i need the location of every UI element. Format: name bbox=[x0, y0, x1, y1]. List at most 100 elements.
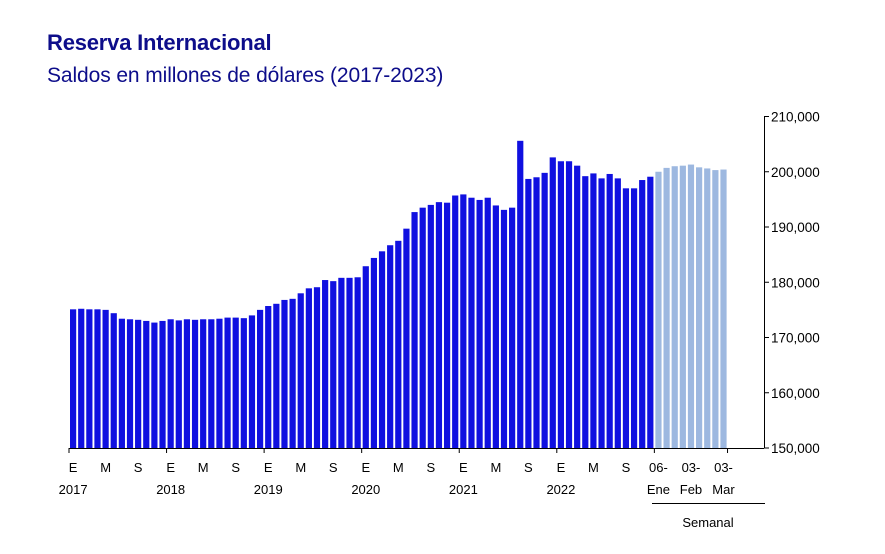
bar-monthly bbox=[289, 298, 296, 448]
bar-monthly bbox=[403, 228, 410, 448]
bar-monthly bbox=[582, 176, 589, 449]
bar-monthly bbox=[305, 288, 312, 448]
y-tick-label: 210,000 bbox=[771, 110, 820, 125]
weekly-day-label: 06- bbox=[649, 460, 668, 475]
x-year-label: 2019 bbox=[254, 482, 283, 497]
weekly-day-label: 03- bbox=[682, 460, 701, 475]
bar-monthly bbox=[500, 209, 508, 448]
x-tick-label: M bbox=[295, 460, 306, 475]
bar-monthly bbox=[468, 197, 475, 448]
bar-monthly bbox=[200, 319, 207, 448]
bar-monthly bbox=[435, 202, 443, 448]
bar-monthly bbox=[370, 257, 378, 448]
chart-title: Reserva Internacional bbox=[47, 30, 272, 55]
bar-monthly bbox=[598, 178, 605, 448]
x-tick-label: S bbox=[231, 460, 240, 475]
y-tick-label: 190,000 bbox=[771, 220, 820, 235]
bar-monthly bbox=[492, 205, 499, 448]
bar-monthly bbox=[525, 178, 532, 448]
bar-monthly bbox=[639, 180, 646, 448]
bar-monthly bbox=[484, 197, 491, 448]
x-year-label: 2018 bbox=[156, 482, 185, 497]
bar-weekly bbox=[704, 168, 711, 448]
bar-monthly bbox=[622, 188, 630, 448]
x-tick-label: M bbox=[588, 460, 599, 475]
x-tick-label: M bbox=[393, 460, 404, 475]
bar-monthly bbox=[70, 309, 77, 448]
bar-monthly bbox=[273, 303, 280, 448]
weekly-month-label: Mar bbox=[712, 482, 735, 497]
bar-monthly bbox=[338, 277, 345, 448]
bar-monthly bbox=[330, 281, 337, 448]
x-tick-label: M bbox=[198, 460, 209, 475]
y-tick-label: 180,000 bbox=[771, 275, 820, 290]
bar-monthly bbox=[354, 277, 361, 448]
y-tick-label: 170,000 bbox=[771, 331, 820, 346]
bar-monthly bbox=[565, 161, 573, 448]
x-tick-label: M bbox=[490, 460, 501, 475]
bar-monthly bbox=[126, 319, 134, 448]
bar-monthly bbox=[362, 266, 369, 448]
x-tick-label: E bbox=[166, 460, 175, 475]
bar-monthly bbox=[102, 309, 109, 448]
x-year-label: 2017 bbox=[59, 482, 88, 497]
bar-monthly bbox=[427, 204, 434, 448]
bar-monthly bbox=[346, 277, 353, 448]
bar-monthly bbox=[216, 318, 223, 448]
bar-monthly bbox=[557, 161, 564, 448]
x-year-label: 2020 bbox=[351, 482, 380, 497]
bar-monthly bbox=[419, 207, 426, 448]
bar-monthly bbox=[256, 309, 264, 448]
chart-subtitle: Saldos en millones de dólares (2017-2023… bbox=[47, 64, 444, 87]
axes-group bbox=[68, 116, 769, 504]
x-tick-label: E bbox=[69, 460, 78, 475]
y-tick-label: 200,000 bbox=[771, 165, 820, 180]
bar-monthly bbox=[614, 178, 621, 448]
bar-weekly bbox=[696, 167, 703, 448]
bar-monthly bbox=[240, 318, 247, 448]
bar-weekly bbox=[655, 171, 662, 448]
bar-monthly bbox=[322, 280, 329, 448]
bar-monthly bbox=[167, 319, 174, 448]
weekly-month-label: Feb bbox=[680, 482, 702, 497]
bar-monthly bbox=[452, 195, 459, 448]
bar-monthly bbox=[517, 140, 524, 448]
weekly-month-label: Ene bbox=[647, 482, 670, 497]
bar-monthly bbox=[135, 319, 142, 448]
bar-monthly bbox=[86, 309, 93, 448]
bar-monthly bbox=[606, 173, 613, 448]
bar-monthly bbox=[541, 172, 548, 449]
bar-monthly bbox=[509, 207, 516, 448]
bar-monthly bbox=[94, 309, 101, 448]
x-tick-label: E bbox=[557, 460, 566, 475]
bars-group bbox=[70, 140, 727, 449]
bar-monthly bbox=[175, 320, 182, 448]
bar-monthly bbox=[647, 176, 654, 448]
bar-monthly bbox=[110, 313, 117, 448]
x-year-label: 2022 bbox=[546, 482, 575, 497]
bar-monthly bbox=[411, 212, 418, 448]
bar-weekly bbox=[663, 167, 670, 448]
bar-monthly bbox=[476, 199, 483, 448]
bar-weekly bbox=[712, 170, 719, 448]
bar-weekly bbox=[720, 169, 727, 449]
x-tick-label: E bbox=[361, 460, 370, 475]
bar-monthly bbox=[313, 287, 321, 448]
bar-monthly bbox=[224, 317, 231, 448]
bar-monthly bbox=[395, 240, 402, 448]
bar-monthly bbox=[574, 165, 581, 449]
bar-monthly bbox=[630, 188, 638, 448]
x-year-label: 2021 bbox=[449, 482, 478, 497]
y-tick-label: 160,000 bbox=[771, 386, 820, 401]
bar-monthly bbox=[443, 202, 451, 448]
bar-monthly bbox=[281, 299, 288, 448]
bar-monthly bbox=[248, 315, 256, 448]
bar-weekly bbox=[687, 164, 695, 448]
bar-monthly bbox=[297, 293, 304, 448]
x-tick-label: S bbox=[134, 460, 143, 475]
labels-group: 150,000 160,000 170,000 180,000 190,000 200,0… bbox=[59, 110, 820, 531]
x-tick-label: S bbox=[329, 460, 338, 475]
bar-monthly bbox=[191, 319, 199, 448]
weekly-day-label: 03- bbox=[714, 460, 733, 475]
bar-monthly bbox=[460, 194, 467, 448]
